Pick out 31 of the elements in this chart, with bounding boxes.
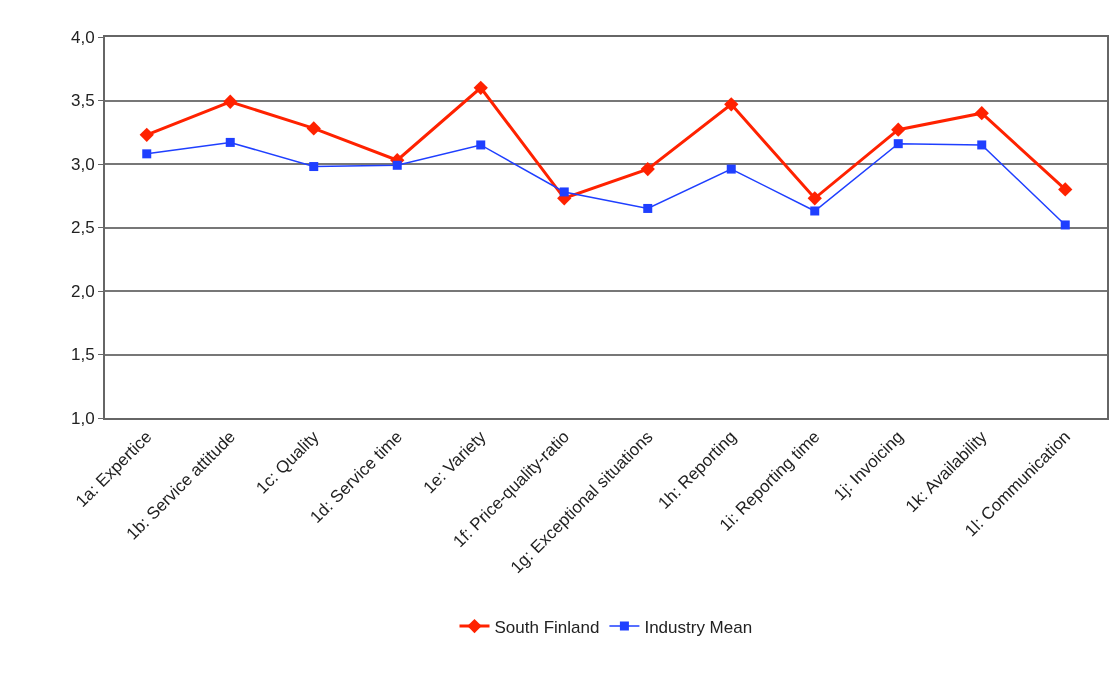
point	[810, 206, 820, 216]
point	[309, 162, 319, 172]
point	[643, 203, 653, 213]
point	[724, 97, 739, 112]
y-tick-label: 4,0	[70, 27, 95, 47]
point	[223, 94, 238, 109]
point	[559, 187, 569, 197]
point	[473, 80, 488, 95]
point	[139, 127, 154, 142]
point	[142, 149, 152, 159]
legend-label: Industry Mean	[644, 617, 753, 637]
point	[974, 106, 989, 121]
y-tick-label: 2,5	[70, 218, 95, 238]
point	[306, 121, 321, 136]
point	[640, 161, 655, 177]
point	[1060, 220, 1070, 230]
point	[1058, 182, 1073, 197]
point	[893, 139, 903, 149]
y-tick-label: 2,0	[70, 281, 95, 301]
point	[476, 140, 486, 150]
legend-label: South Finland	[494, 617, 600, 637]
y-tick-label: 3,0	[70, 154, 95, 174]
point	[726, 164, 736, 174]
y-tick-label: 3,5	[70, 91, 95, 111]
y-tick-label: 1,5	[70, 345, 95, 365]
y-tick-label: 1,0	[70, 408, 95, 428]
point	[392, 160, 402, 170]
point	[977, 140, 987, 150]
point	[807, 191, 822, 206]
point	[225, 137, 235, 147]
point	[891, 122, 906, 137]
